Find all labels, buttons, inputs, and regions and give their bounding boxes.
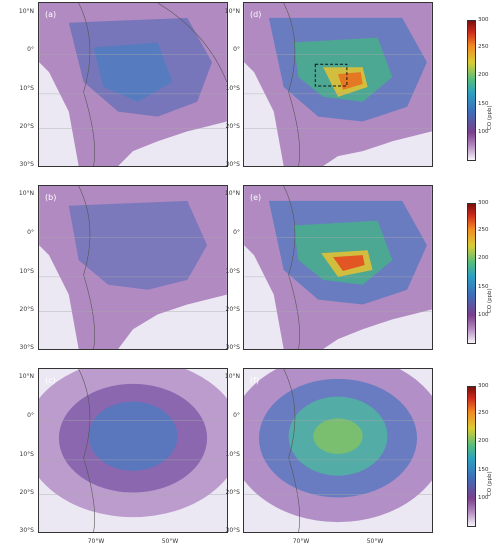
lat-label: 30°S — [225, 161, 240, 168]
colorbar-tick: 300 — [478, 383, 489, 389]
map-e-field — [244, 186, 432, 349]
colorbar-tick: 250 — [478, 410, 489, 416]
colorbar-tick: 150 — [478, 467, 489, 473]
map-d-field — [244, 3, 432, 166]
lat-label: 20°S — [225, 123, 240, 130]
colorbar-tick: 100 — [478, 312, 489, 318]
colorbar-tick: 250 — [478, 44, 489, 50]
lat-label: 10°S — [19, 451, 34, 458]
map-panel-b: (b) — [38, 185, 228, 350]
lat-label: 10°N — [18, 8, 34, 15]
lat-label: 10°S — [225, 451, 240, 458]
colorbar-unit: CO (ppb) — [487, 105, 493, 130]
lat-label: 20°S — [225, 306, 240, 313]
lat-label: 0° — [233, 229, 240, 236]
colorbar-scale — [467, 20, 476, 161]
colorbar-tick: 200 — [478, 72, 489, 78]
lat-label: 10°N — [224, 373, 240, 380]
lat-label: 30°S — [225, 527, 240, 534]
colorbar-tick: 250 — [478, 227, 489, 233]
map-panel-d: (d) — [243, 2, 433, 167]
map-panel-e: (e) — [243, 185, 433, 350]
colorbar-tick: 100 — [478, 129, 489, 135]
map-b-field — [39, 186, 227, 349]
lon-label: 70°W — [87, 538, 105, 545]
lat-label: 30°S — [19, 344, 34, 351]
colorbar-unit: CO (ppb) — [487, 288, 493, 313]
colorbar-tick: 100 — [478, 495, 489, 501]
lat-label: 20°S — [19, 123, 34, 130]
lat-label: 20°S — [19, 489, 34, 496]
panel-label: (e) — [250, 193, 262, 202]
panel-label: (b) — [45, 193, 57, 202]
lat-label: 0° — [27, 229, 34, 236]
colorbar-scale — [467, 203, 476, 344]
lat-label: 0° — [27, 412, 34, 419]
lat-label: 20°S — [19, 306, 34, 313]
map-panel-c: (c) — [38, 368, 228, 533]
lat-label: 10°S — [19, 85, 34, 92]
lat-label: 10°N — [224, 190, 240, 197]
lat-label: 10°N — [18, 190, 34, 197]
lon-label: 50°W — [161, 538, 179, 545]
map-panel-a: (a) — [38, 2, 228, 167]
colorbar-tick: 300 — [478, 200, 489, 206]
lat-label: 0° — [233, 46, 240, 53]
lat-label: 10°N — [224, 8, 240, 15]
lat-label: 30°S — [19, 527, 34, 534]
lat-label: 30°S — [19, 161, 34, 168]
colorbar-tick: 150 — [478, 284, 489, 290]
map-a-field — [39, 3, 227, 166]
panel-label: (d) — [250, 10, 262, 19]
panel-label: (f) — [250, 376, 260, 385]
colorbar-tick: 300 — [478, 17, 489, 23]
map-panel-f: (f) — [243, 368, 433, 533]
colorbar-tick: 200 — [478, 438, 489, 444]
lat-label: 10°S — [19, 268, 34, 275]
colorbar-scale — [467, 386, 476, 527]
lat-label: 20°S — [225, 489, 240, 496]
lat-label: 30°S — [225, 344, 240, 351]
colorbar-tick: 150 — [478, 101, 489, 107]
lon-label: 50°W — [366, 538, 384, 545]
map-c-field — [39, 369, 227, 532]
colorbar-tick: 200 — [478, 255, 489, 261]
colorbar-unit: CO (ppb) — [487, 471, 493, 496]
lat-label: 0° — [27, 46, 34, 53]
panel-label: (a) — [45, 10, 57, 19]
lat-label: 10°S — [225, 268, 240, 275]
lat-label: 10°S — [225, 85, 240, 92]
lon-label: 70°W — [292, 538, 310, 545]
map-f-field — [244, 369, 432, 532]
panel-label: (c) — [45, 376, 56, 385]
lat-label: 0° — [233, 412, 240, 419]
lat-label: 10°N — [18, 373, 34, 380]
